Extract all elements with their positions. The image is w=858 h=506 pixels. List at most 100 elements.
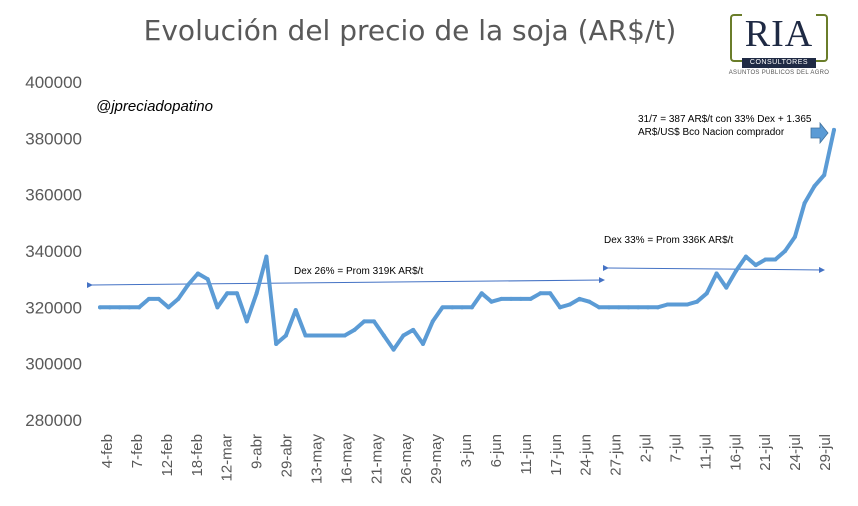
x-tick-label: 2-jul bbox=[638, 434, 655, 462]
data-point bbox=[802, 201, 807, 206]
y-tick-label: 280000 bbox=[25, 411, 82, 430]
data-point bbox=[323, 333, 328, 338]
data-point bbox=[401, 333, 406, 338]
data-point bbox=[489, 299, 494, 304]
data-point bbox=[479, 291, 484, 296]
x-tick-label: 12-mar bbox=[219, 434, 236, 482]
data-point bbox=[450, 305, 455, 310]
data-point bbox=[743, 254, 748, 259]
data-point bbox=[597, 305, 602, 310]
data-point bbox=[440, 305, 445, 310]
data-point bbox=[430, 319, 435, 324]
data-point bbox=[313, 333, 318, 338]
x-tick-label: 18-feb bbox=[189, 434, 206, 477]
y-tick-label: 320000 bbox=[25, 298, 82, 317]
data-point bbox=[499, 296, 504, 301]
x-tick-label: 29-jul bbox=[817, 434, 834, 471]
data-point bbox=[98, 305, 102, 310]
y-tick-label: 300000 bbox=[25, 355, 82, 374]
data-point bbox=[107, 305, 112, 310]
data-point bbox=[704, 291, 709, 296]
data-point bbox=[215, 305, 220, 310]
y-tick-label: 400000 bbox=[25, 73, 82, 92]
x-tick-label: 7-feb bbox=[129, 434, 146, 468]
data-point bbox=[225, 291, 230, 296]
data-point bbox=[753, 263, 758, 268]
x-tick-label: 16-jul bbox=[727, 434, 744, 471]
x-tick-label: 21-may bbox=[368, 434, 385, 485]
y-tick-label: 340000 bbox=[25, 242, 82, 261]
data-point bbox=[460, 305, 465, 310]
x-tick-label: 11-jul bbox=[697, 434, 714, 470]
data-point bbox=[773, 257, 778, 262]
latest-note-line1: 31/7 = 387 AR$/t con 33% Dex + 1.365 bbox=[638, 114, 812, 125]
data-point bbox=[557, 305, 562, 310]
data-point bbox=[538, 291, 543, 296]
data-point bbox=[694, 299, 699, 304]
data-point bbox=[205, 277, 210, 282]
data-point bbox=[420, 341, 425, 346]
data-point bbox=[832, 127, 836, 132]
soy-price-line bbox=[98, 127, 836, 352]
logo-bracket-right bbox=[816, 14, 828, 62]
period2-label: Dex 33% = Prom 336K AR$/t bbox=[604, 235, 734, 246]
data-point bbox=[381, 333, 386, 338]
author-handle: @jpreciadopatino bbox=[96, 98, 213, 115]
data-point bbox=[606, 305, 611, 310]
x-tick-label: 3-jun bbox=[458, 434, 475, 467]
x-tick-label: 16-may bbox=[338, 434, 355, 485]
x-tick-label: 21-jul bbox=[757, 434, 774, 471]
period2-arrow bbox=[602, 264, 825, 273]
data-point bbox=[127, 305, 132, 310]
data-point bbox=[293, 308, 298, 313]
data-point bbox=[235, 291, 240, 296]
data-point bbox=[156, 296, 161, 301]
data-point bbox=[137, 305, 142, 310]
data-point bbox=[342, 333, 347, 338]
x-tick-label: 17-jun bbox=[548, 434, 565, 476]
chart-title: Evolución del precio de la soja (AR$/t) bbox=[143, 14, 677, 47]
data-point bbox=[264, 254, 269, 259]
data-point bbox=[734, 268, 739, 273]
x-tick-label: 12-feb bbox=[159, 434, 176, 477]
data-point bbox=[763, 257, 768, 262]
data-point bbox=[626, 305, 631, 310]
data-point bbox=[587, 299, 592, 304]
data-point bbox=[783, 249, 788, 253]
data-point bbox=[675, 302, 680, 307]
x-tick-label: 29-abr bbox=[279, 434, 296, 477]
data-point bbox=[362, 319, 367, 324]
data-point bbox=[195, 271, 200, 276]
data-point bbox=[509, 296, 514, 301]
data-point bbox=[518, 296, 523, 301]
ria-logo: RIA CONSULTORES ASUNTOS PÚBLICOS DEL AGR… bbox=[724, 13, 834, 76]
data-point bbox=[146, 296, 151, 301]
period1-arrow bbox=[86, 277, 605, 289]
data-point bbox=[665, 302, 670, 307]
data-point bbox=[724, 285, 729, 290]
x-tick-label: 6-jun bbox=[488, 434, 505, 467]
y-tick-label: 360000 bbox=[25, 186, 82, 205]
x-tick-label: 9-abr bbox=[249, 434, 266, 469]
logo-band: CONSULTORES bbox=[742, 58, 816, 68]
x-tick-label: 13-may bbox=[308, 434, 325, 485]
x-tick-label: 27-jun bbox=[608, 434, 625, 476]
x-tick-label: 7-jul bbox=[667, 434, 684, 462]
data-point bbox=[283, 333, 288, 338]
data-point bbox=[655, 305, 660, 310]
data-point bbox=[274, 341, 279, 346]
x-tick-label: 4-feb bbox=[99, 434, 116, 468]
data-point bbox=[176, 296, 181, 301]
data-point bbox=[117, 305, 122, 310]
logo-tagline: ASUNTOS PÚBLICOS DEL AGRO bbox=[728, 70, 830, 76]
data-point bbox=[372, 319, 377, 324]
data-point bbox=[616, 305, 621, 310]
data-point bbox=[528, 296, 533, 301]
latest-note-line2: AR$/US$ Bco Nacion comprador bbox=[638, 127, 785, 138]
data-point bbox=[646, 305, 651, 310]
period1-label: Dex 26% = Prom 319K AR$/t bbox=[294, 266, 424, 277]
x-tick-label: 29-may bbox=[428, 434, 445, 485]
data-point bbox=[303, 333, 308, 338]
data-point bbox=[822, 172, 827, 177]
